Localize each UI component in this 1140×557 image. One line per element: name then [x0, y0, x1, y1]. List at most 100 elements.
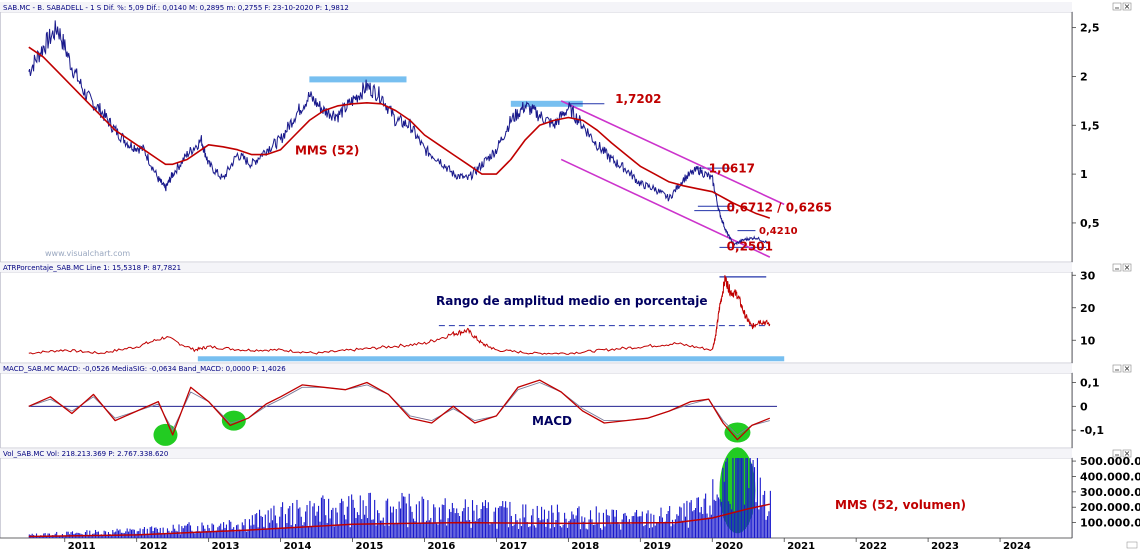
volume-bar	[692, 511, 694, 538]
volume-bar	[431, 523, 433, 538]
volume-bar	[269, 522, 271, 538]
volume-bar	[257, 527, 259, 538]
volume-bar	[447, 518, 449, 538]
volume-bar	[238, 529, 240, 538]
channel-line	[560, 158, 771, 258]
volume-bar	[352, 499, 354, 538]
volume-bar	[411, 511, 413, 538]
volume-bar	[171, 530, 173, 538]
volume-bar	[139, 528, 141, 538]
volume-bar	[558, 512, 560, 538]
volume-bar	[261, 516, 263, 538]
volume-bar	[460, 521, 462, 538]
volume-bar	[184, 525, 186, 538]
volume-bar	[753, 467, 756, 538]
window-minimize-icon[interactable]	[1112, 449, 1122, 458]
window-buttons	[1112, 2, 1132, 458]
volume-bar	[172, 524, 174, 538]
volume-bar	[223, 522, 225, 538]
volume-bar	[67, 531, 69, 538]
mms-52-line	[28, 46, 771, 219]
volume-bar	[188, 522, 190, 538]
volume-bar	[627, 521, 629, 538]
volume-bar	[523, 517, 525, 538]
volume-bar	[457, 513, 459, 538]
volume-bar	[751, 463, 753, 538]
volume-bar	[290, 525, 292, 538]
volume-bar	[620, 529, 622, 538]
volume-bar	[221, 529, 223, 538]
volume-bar	[240, 530, 242, 538]
volume-header: Vol_SAB.MC Vol: 218.213.369 P: 2.767.338…	[3, 450, 168, 458]
volume-bar	[650, 513, 652, 538]
volume-bar	[533, 525, 535, 538]
window-minimize-icon[interactable]	[1112, 2, 1122, 11]
volume-bar	[535, 527, 537, 538]
atr-header: ATRPorcentaje_SAB.MC Line 1: 15,5318 P: …	[3, 264, 181, 272]
volume-bar	[730, 509, 733, 538]
window-minimize-icon[interactable]	[1112, 364, 1122, 373]
volume-bar	[169, 533, 171, 538]
volume-bar	[425, 520, 428, 538]
price-panel-buttons	[1112, 2, 1132, 11]
volume-bar	[479, 518, 481, 538]
volume-bar	[119, 529, 121, 538]
x-tick-label: 2014	[284, 541, 312, 552]
volume-bar	[307, 526, 310, 538]
volume-bar	[159, 527, 161, 538]
volume-bar	[589, 510, 592, 538]
volume-bar	[634, 512, 636, 538]
x-tick-label: 2019	[643, 541, 671, 552]
volume-bar	[412, 518, 415, 538]
volume-title: MMS (52, volumen)	[835, 498, 966, 512]
volume-bar	[356, 512, 358, 538]
volume-bar	[132, 529, 134, 538]
volume-bar	[617, 522, 619, 538]
volume-bar	[176, 531, 179, 538]
volume-bar	[89, 530, 91, 538]
volume-bar	[515, 514, 517, 538]
volume-bar	[294, 524, 297, 538]
volume-bar	[454, 513, 456, 538]
volume-bar	[318, 505, 320, 538]
volume-bar	[736, 458, 738, 538]
volume-bar	[149, 527, 151, 538]
volume-bar	[705, 493, 707, 538]
volume-bar	[648, 527, 651, 538]
volume-bar	[273, 505, 275, 538]
x-tick-label: 2023	[931, 541, 959, 552]
volume-bar	[243, 525, 245, 538]
channel-line	[560, 100, 785, 206]
y-tick-label: -0,1	[1080, 424, 1104, 437]
volume-bar	[430, 517, 432, 538]
volume-bar	[343, 514, 346, 538]
volume-bar	[687, 527, 689, 538]
volume-bar	[368, 492, 370, 538]
volume-bar	[312, 506, 314, 538]
window-minimize-icon[interactable]	[1112, 263, 1122, 272]
volume-bar	[630, 524, 632, 538]
volume-bar	[228, 520, 230, 538]
volume-bar	[631, 516, 633, 538]
volume-bar	[407, 527, 409, 538]
volume-bar	[103, 530, 105, 538]
price-header-bar	[0, 2, 1072, 12]
volume-bar	[402, 496, 404, 538]
volume-bar	[569, 519, 571, 538]
macd-title: MACD	[532, 414, 572, 428]
volume-bar	[280, 506, 282, 538]
close-glyph	[1124, 366, 1130, 371]
volume-bar	[358, 514, 360, 538]
volume-bar	[565, 518, 567, 538]
volume-bar	[591, 519, 593, 538]
volume-bar	[480, 509, 482, 538]
volume-bar	[673, 524, 675, 538]
volume-bar	[477, 518, 479, 538]
volume-bar	[546, 518, 548, 538]
volume-bar	[621, 519, 623, 538]
volume-bar	[448, 509, 451, 538]
volume-bar	[151, 526, 153, 538]
atr-support-highlight	[197, 356, 785, 362]
volume-bar	[745, 458, 747, 538]
